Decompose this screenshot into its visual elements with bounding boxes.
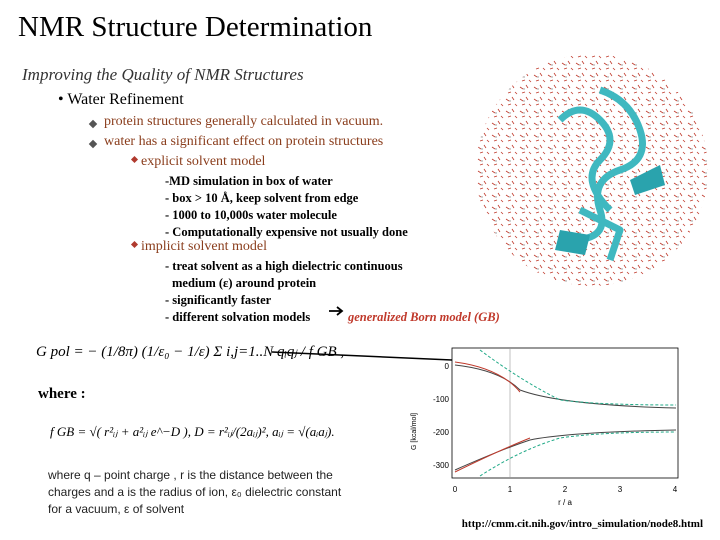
where: where :	[38, 386, 86, 402]
detail-line: medium (ε) around protein	[172, 276, 316, 290]
note-line: where q – point charge , r is the distan…	[47, 468, 333, 482]
sub-bullet: protein structures generally calculated …	[104, 114, 383, 129]
source-url: http://cmm.cit.nih.gov/intro_simulation/…	[462, 518, 703, 530]
pointer-line	[271, 351, 453, 361]
plot-y-label: G [kcal/mol]	[411, 413, 418, 450]
bullet: • Water Refinement	[58, 91, 184, 108]
plot-x-tick: 0	[453, 485, 458, 494]
equation: G pol = − (1/8π) (1/ε₀ − 1/ε) Σ i,j=1..N…	[36, 344, 344, 360]
note-line: charges and a is the radius of ion, ε₀ d…	[48, 485, 342, 499]
plot-y-tick: -300	[433, 461, 450, 470]
arrow	[329, 306, 344, 316]
sub-bullet: water has a significant effect on protei…	[104, 134, 383, 149]
detail-line: - different solvation models	[165, 310, 310, 324]
detail-line: - 1000 to 10,000s water molecule	[165, 208, 337, 222]
plot-x-tick: 1	[508, 485, 513, 494]
plot-x-tick: 4	[673, 485, 678, 494]
plot-y-tick: -200	[433, 428, 450, 437]
detail-line: - Computationally expensive not usually …	[165, 225, 408, 239]
detail-line: - box > 10 Å, keep solvent from edge	[165, 191, 359, 205]
diamond-bullet	[130, 155, 139, 164]
note-line: for a vacuum, ε of solvent	[48, 502, 185, 516]
plot-y-tick: 0	[445, 362, 450, 371]
protein-image	[476, 54, 708, 286]
highlight: generalized Born model (GB)	[347, 310, 500, 324]
arrow-bullet	[88, 119, 98, 129]
equation: f GB = √( r²ᵢⱼ + a²ᵢⱼ e^−D ), D = r²ᵢⱼ/(…	[50, 424, 335, 439]
arrow-bullet	[88, 139, 98, 149]
detail-line: - treat solvent as a high dielectric con…	[165, 259, 403, 273]
detail-line: -MD simulation in box of water	[165, 174, 333, 188]
section-heading: explicit solvent model	[141, 154, 266, 169]
plot-image	[451, 347, 679, 479]
subtitle: Improving the Quality of NMR Structures	[21, 65, 304, 84]
section-heading: implicit solvent model	[141, 239, 267, 254]
diamond-bullet	[130, 240, 139, 249]
plot-y-tick: -100	[433, 395, 450, 404]
detail-line: - significantly faster	[165, 293, 272, 307]
content: protein structures generally calculated …	[36, 114, 703, 530]
plot-x-label: r / a	[558, 498, 572, 507]
title: NMR Structure Determination	[18, 11, 373, 43]
bullet-text: Water Refinement	[67, 91, 184, 108]
plot-x-tick: 2	[563, 485, 568, 494]
plot-x-tick: 3	[618, 485, 623, 494]
